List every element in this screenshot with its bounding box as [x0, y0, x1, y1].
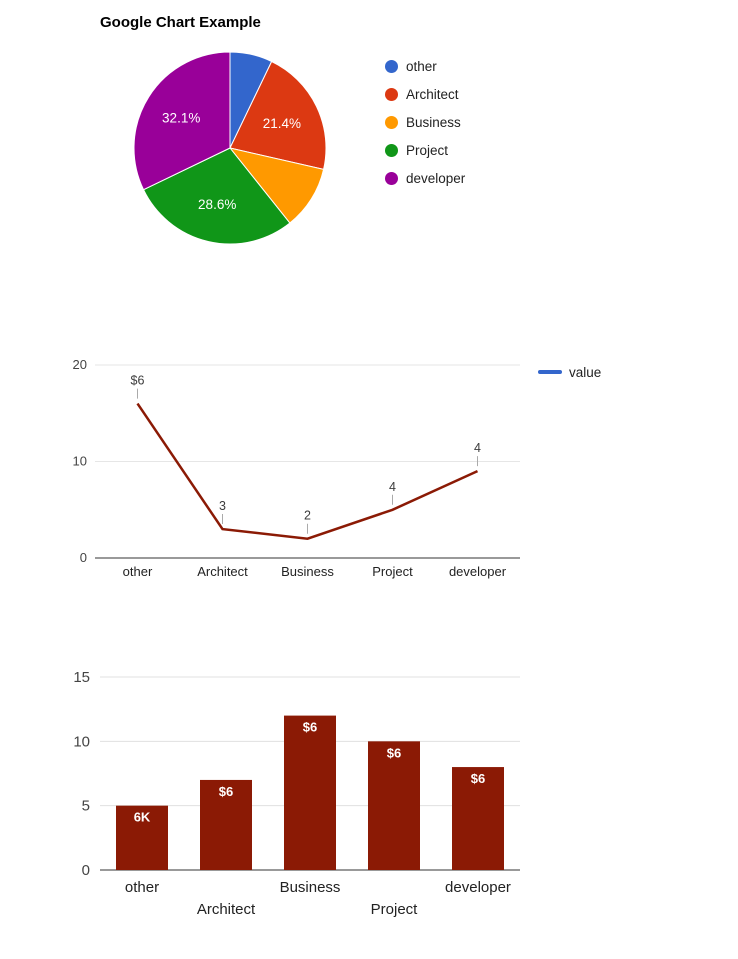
legend-line-swatch [538, 370, 562, 374]
bar-value-label: $6 [219, 784, 233, 799]
legend-circle-swatch [385, 59, 398, 73]
bar-value-label: $6 [303, 720, 317, 735]
legend-item-label: value [569, 364, 602, 380]
pie-slice-label: 21.4% [263, 116, 301, 131]
pie-slice-label: 28.6% [198, 197, 236, 212]
y-tick-label: 10 [73, 454, 87, 469]
y-tick-label: 15 [73, 669, 90, 686]
bar-value-label: $6 [471, 771, 485, 786]
legend-item-value[interactable]: value [538, 358, 601, 386]
pie-chart-canvas[interactable]: 21.4% 28.6% 32.1% [133, 51, 327, 245]
bar-value-label: 6K [134, 810, 151, 825]
bar-chart-canvas[interactable]: 0 5 10 15 6K $6 $6 $6 $6 other Architect Business Pr… [55, 660, 615, 930]
legend-circle-swatch [385, 115, 398, 129]
pie-legend: other Architect Business Project developer [385, 52, 465, 192]
legend-circle-swatch [385, 143, 398, 157]
legend-item-label: other [406, 58, 437, 74]
annotation-label: $6 [131, 374, 145, 388]
y-tick-label: 5 [82, 798, 90, 815]
x-category-label: Architect [197, 564, 248, 579]
bar-Project[interactable] [368, 741, 420, 870]
x-category-label: developer [449, 564, 507, 579]
y-tick-label: 0 [82, 862, 90, 879]
x-category-label: other [123, 564, 153, 579]
annotation-label: 3 [219, 499, 226, 513]
legend-item-Business[interactable]: Business [385, 108, 465, 136]
y-tick-label: 0 [80, 550, 87, 565]
x-category-label: Business [281, 564, 334, 579]
annotation-label: 4 [389, 480, 396, 494]
legend-circle-swatch [385, 171, 398, 185]
legend-item-developer[interactable]: developer [385, 164, 465, 192]
line-series-value[interactable] [136, 402, 479, 540]
annotation-label: 2 [304, 509, 311, 523]
x-category-label: Project [371, 901, 419, 918]
legend-item-other[interactable]: other [385, 52, 465, 80]
legend-item-label: Business [406, 114, 461, 130]
line-legend: value [538, 365, 601, 380]
bar-value-label: $6 [387, 745, 401, 760]
annotation-label: 4 [474, 441, 481, 455]
bar-other[interactable] [116, 805, 168, 870]
bar-Business[interactable] [284, 715, 336, 870]
legend-item-label: Project [406, 142, 449, 158]
legend-item-label: developer [406, 170, 466, 186]
x-category-label: Architect [197, 901, 256, 918]
pie-slice-Architect[interactable] [229, 60, 327, 170]
pie-slice-Project[interactable] [142, 147, 291, 245]
x-category-label: Business [280, 879, 341, 896]
bar-Architect[interactable] [200, 779, 252, 870]
x-category-label: Project [372, 564, 413, 579]
y-tick-label: 10 [73, 733, 90, 750]
x-category-label: developer [445, 879, 511, 896]
legend-item-label: Architect [406, 86, 459, 102]
y-tick-label: 20 [73, 357, 87, 372]
legend-item-Architect[interactable]: Architect [385, 80, 465, 108]
legend-item-Project[interactable]: Project [385, 136, 465, 164]
bar-developer[interactable] [452, 767, 504, 870]
legend-circle-swatch [385, 87, 398, 101]
pie-slice-label: 32.1% [162, 110, 200, 125]
pie-slice-developer[interactable] [133, 51, 231, 191]
line-chart-canvas[interactable]: 0 10 20 other Architect Business Project develo… [55, 355, 615, 595]
page-title: Google Chart Example [100, 14, 261, 31]
x-category-label: other [125, 879, 159, 896]
